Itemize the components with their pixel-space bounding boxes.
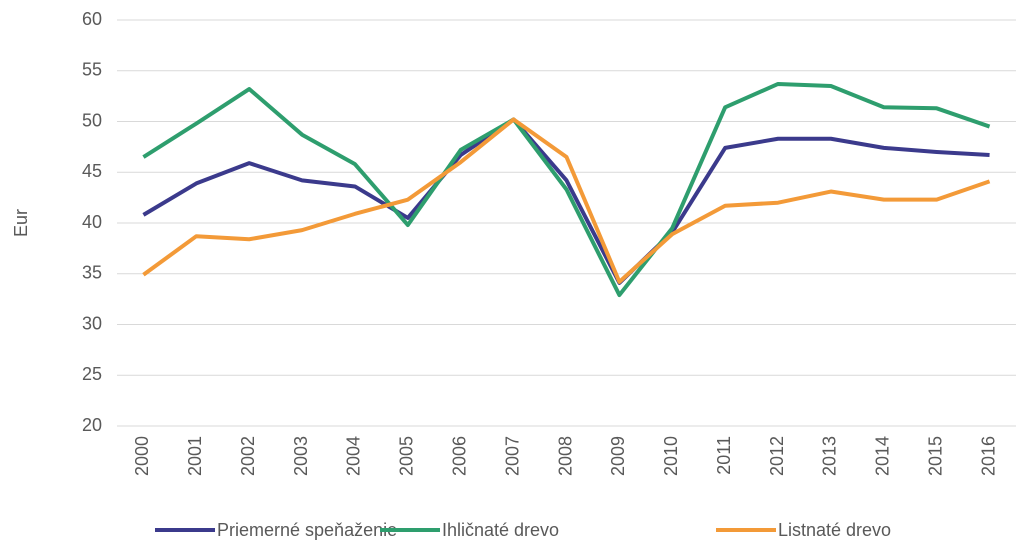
legend-label: Listnaté drevo [778,520,891,540]
legend-label: Priemerné speňaženie [217,520,397,540]
series-line [142,117,991,284]
x-tick-label: 2004 [344,436,364,476]
y-tick-label: 40 [82,212,102,232]
y-tick-label: 35 [82,263,102,283]
y-tick-label: 55 [82,60,102,80]
series-line [142,117,990,285]
y-tick-label: 30 [82,313,102,333]
series-line [142,81,991,298]
x-tick-label: 2010 [661,436,681,476]
y-tick-label: 25 [82,364,102,384]
x-tick-label: 2000 [132,436,152,476]
x-tick-label: 2012 [767,436,787,476]
x-tick-label: 2003 [291,436,311,476]
x-tick-label: 2014 [873,436,893,476]
x-tick-label: 2013 [820,436,840,476]
y-axis-label: Eur [11,209,31,237]
y-tick-label: 60 [82,9,102,29]
x-tick-label: 2016 [978,436,998,476]
x-tick-label: 2008 [555,436,575,476]
y-tick-label: 20 [82,415,102,435]
x-tick-label: 2005 [397,436,417,476]
x-tick-label: 2007 [502,436,522,476]
x-tick-label: 2009 [608,436,628,476]
y-tick-label: 50 [82,110,102,130]
x-tick-label: 2001 [185,436,205,476]
legend-label: Ihličnaté drevo [442,520,559,540]
x-tick-label: 2006 [449,436,469,476]
x-tick-label: 2002 [238,436,258,476]
x-tick-label: 2011 [714,436,734,475]
y-tick-label: 45 [82,161,102,181]
x-tick-label: 2015 [925,436,945,476]
